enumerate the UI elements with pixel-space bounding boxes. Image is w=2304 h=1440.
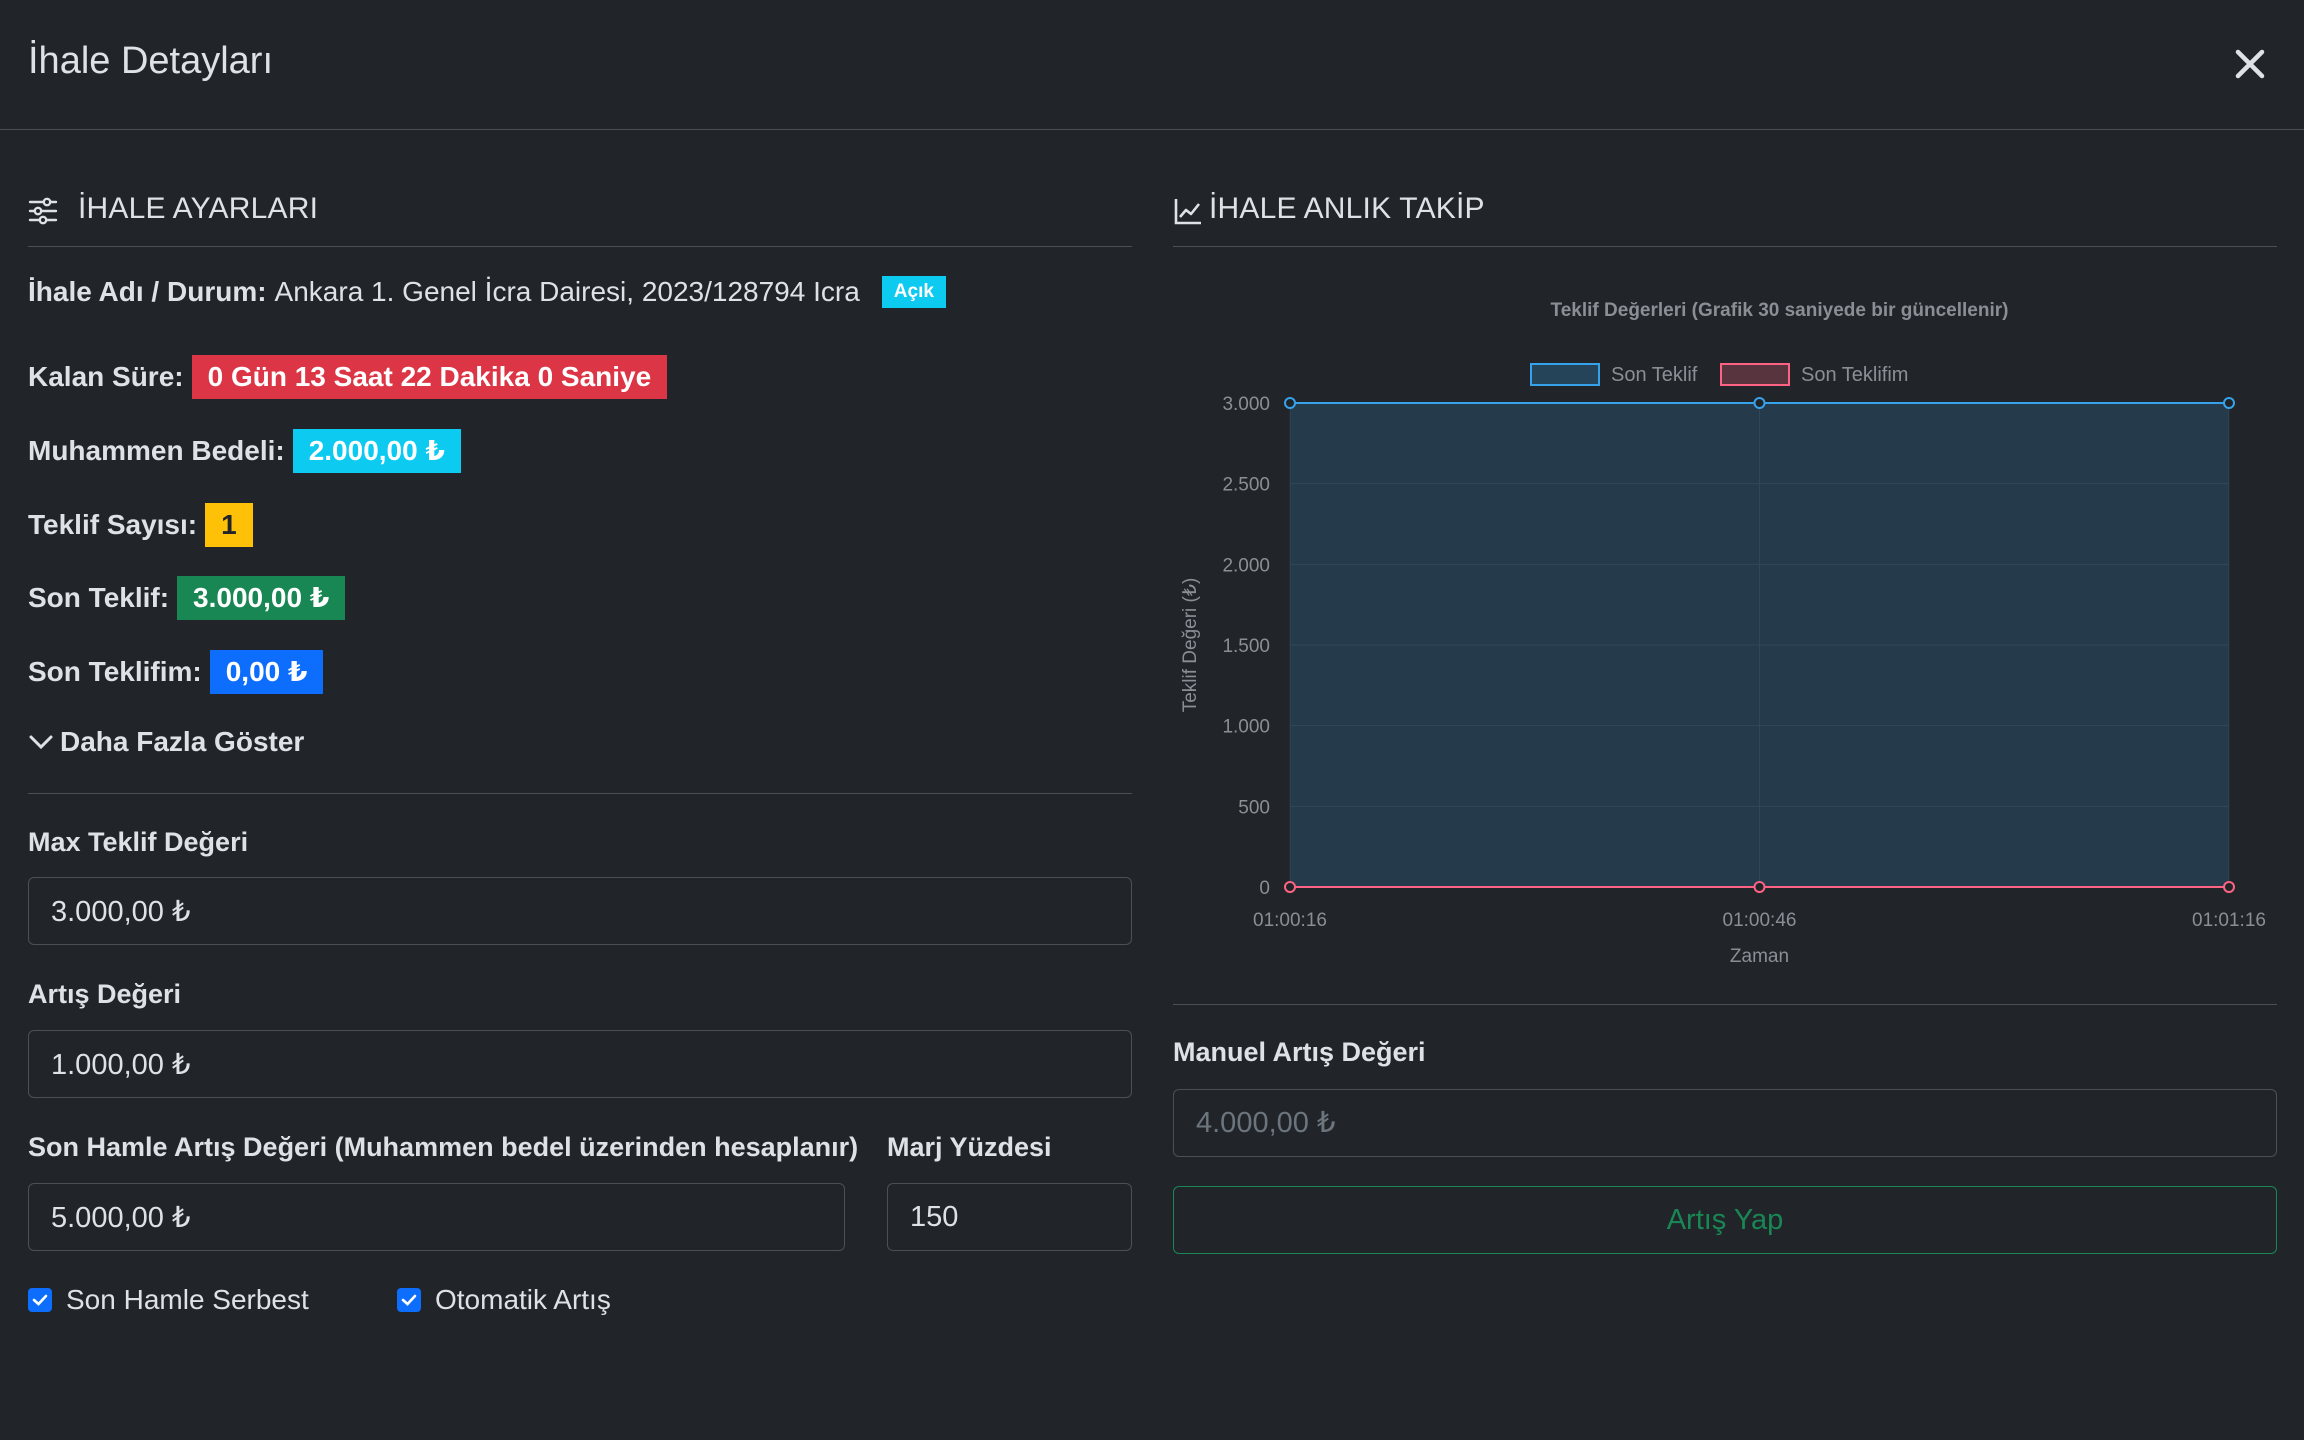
show-more-toggle[interactable]: Daha Fazla Göster — [28, 726, 304, 758]
my-last-bid-badge: 0,00 ₺ — [209, 650, 324, 694]
auction-name-row: İhale Adı / Durum: Ankara 1. Genel İcra … — [28, 276, 946, 308]
manual-increment-label: Manuel Artış Değeri — [1173, 1037, 1426, 1067]
margin-input[interactable] — [887, 1183, 1132, 1251]
y-axis-label: Teklif Değeri (₺) — [1180, 578, 1201, 713]
y-tick-label: 2.500 — [1222, 475, 1270, 496]
auto-increment-label: Otomatik Artış — [435, 1284, 611, 1315]
check-icon — [32, 1294, 48, 1306]
checkbox-checked[interactable] — [397, 1288, 421, 1312]
chevron-down-icon — [29, 735, 53, 750]
close-icon — [2235, 49, 2265, 79]
bid-chart-svg: Teklif Değerleri (Grafik 30 saniyede bir… — [1180, 300, 2266, 967]
y-tick-label: 3.000 — [1222, 394, 1270, 415]
data-point — [1753, 881, 1766, 893]
x-axis-label: Zaman — [1730, 946, 1789, 967]
last-bid-badge: 3.000,00 ₺ — [177, 576, 346, 620]
modal-title: İhale Detayları — [28, 40, 274, 82]
remaining-time-badge: 0 Gün 13 Saat 22 Dakika 0 Saniye — [191, 355, 668, 399]
estimate-label: Muhammen Bedeli: — [28, 435, 285, 466]
bid-count-badge: 1 — [205, 503, 253, 547]
margin-label: Marj Yüzdesi — [887, 1132, 1052, 1162]
status-badge: Açık — [881, 276, 946, 308]
x-tick-label: 01:01:16 — [2192, 910, 2266, 931]
bid-chart: Teklif Değerleri (Grafik 30 saniyede bir… — [1173, 280, 2277, 980]
checkbox-checked[interactable] — [28, 1288, 52, 1312]
increment-button[interactable]: Artış Yap — [1173, 1186, 2277, 1254]
max-bid-input[interactable] — [28, 877, 1132, 945]
my-last-bid-row: Son Teklifim: 0,00 ₺ — [28, 650, 324, 694]
modal-header: İhale Detayları — [0, 0, 2304, 130]
legend-item-label: Son Teklif — [1611, 364, 1698, 386]
remaining-time-row: Kalan Süre: 0 Gün 13 Saat 22 Dakika 0 Sa… — [28, 355, 668, 399]
line-chart-icon — [1174, 199, 1201, 225]
check-icon — [401, 1294, 417, 1306]
last-move-input[interactable] — [28, 1183, 845, 1251]
tracking-heading: İHALE ANLIK TAKİP — [1209, 192, 1485, 225]
series-area — [1290, 403, 2229, 887]
last-bid-label: Son Teklif: — [28, 582, 170, 613]
y-tick-label: 2.000 — [1222, 555, 1270, 576]
chart-title: Teklif Değerleri (Grafik 30 saniyede bir… — [1551, 300, 2009, 321]
last-move-free-checkbox[interactable]: Son Hamle Serbest — [28, 1284, 309, 1316]
max-bid-label: Max Teklif Değeri — [28, 827, 249, 857]
data-point — [2223, 881, 2235, 893]
last-move-label: Son Hamle Artış Değeri (Muhammen bedel ü… — [28, 1132, 859, 1162]
last-move-free-label: Son Hamle Serbest — [66, 1284, 309, 1315]
data-point — [1284, 881, 1296, 893]
legend-swatch — [1530, 363, 1600, 386]
x-tick-label: 01:00:16 — [1253, 910, 1327, 931]
divider — [28, 793, 1132, 794]
settings-heading: İHALE AYARLARI — [78, 192, 319, 225]
estimate-badge: 2.000,00 ₺ — [292, 429, 461, 473]
sliders-icon — [28, 197, 58, 225]
tracking-section-header: İHALE ANLIK TAKİP — [1173, 192, 2277, 247]
divider — [1173, 1004, 2277, 1005]
data-point — [1284, 397, 1296, 409]
legend-swatch — [1720, 363, 1790, 386]
data-point — [2223, 397, 2235, 409]
remaining-time-label: Kalan Süre: — [28, 361, 184, 392]
increment-input[interactable] — [28, 1030, 1132, 1098]
settings-section-header: İHALE AYARLARI — [28, 192, 1132, 247]
auction-name-label: İhale Adı / Durum: — [28, 276, 267, 307]
y-tick-label: 500 — [1238, 797, 1270, 818]
increment-label: Artış Değeri — [28, 979, 182, 1009]
x-tick-label: 01:00:46 — [1723, 910, 1797, 931]
auto-increment-checkbox[interactable]: Otomatik Artış — [397, 1284, 611, 1316]
my-last-bid-label: Son Teklifim: — [28, 656, 202, 687]
close-button[interactable] — [2226, 40, 2274, 88]
y-tick-label: 1.000 — [1222, 717, 1270, 738]
data-point — [1753, 397, 1766, 409]
auction-name-value: Ankara 1. Genel İcra Dairesi, 2023/12879… — [274, 276, 860, 307]
estimate-row: Muhammen Bedeli: 2.000,00 ₺ — [28, 429, 461, 473]
legend-item-label: Son Teklifim — [1801, 364, 1908, 386]
y-tick-label: 0 — [1259, 878, 1270, 899]
last-bid-row: Son Teklif: 3.000,00 ₺ — [28, 576, 346, 620]
bid-count-row: Teklif Sayısı: 1 — [28, 503, 253, 547]
manual-increment-input[interactable] — [1173, 1089, 2277, 1157]
bid-count-label: Teklif Sayısı: — [28, 509, 198, 540]
show-more-label: Daha Fazla Göster — [60, 726, 305, 757]
y-tick-label: 1.500 — [1222, 636, 1270, 657]
